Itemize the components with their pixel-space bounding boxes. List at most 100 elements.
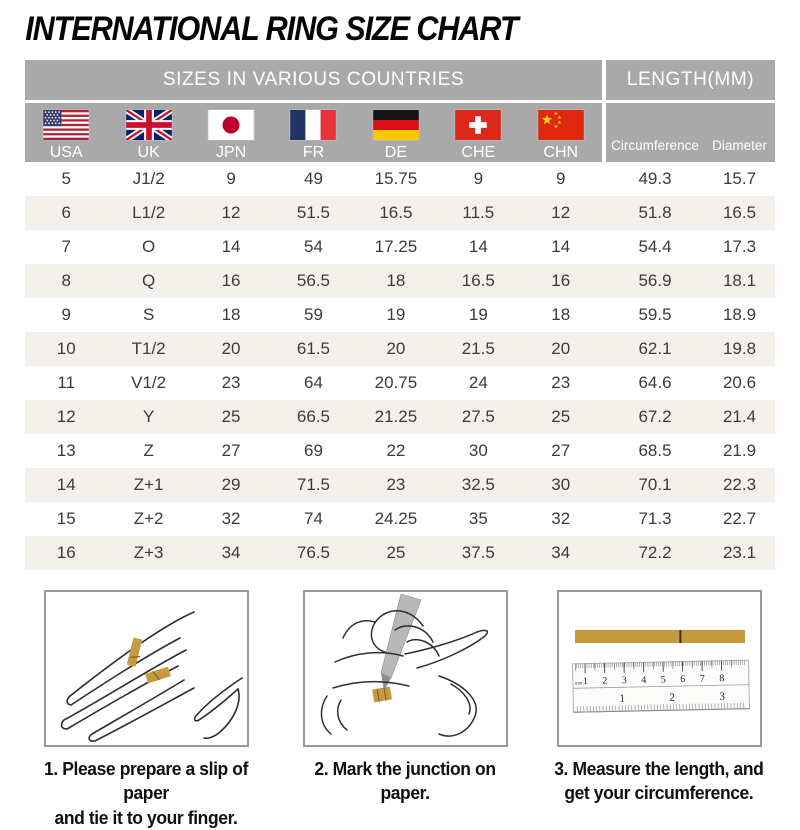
size-cell: 22 [386, 441, 406, 460]
header-divider [602, 103, 606, 162]
column-header-de: DE [355, 103, 437, 162]
size-cell: 29 [221, 475, 241, 494]
size-cell: 12 [56, 407, 76, 426]
table-row: 16 Z+3 34 76.5 25 37.5 34 72.2 23.1 [25, 536, 775, 570]
size-cell: 21.5 [461, 339, 495, 358]
instruction-step-3: mm 1 2 3 4 5 6 7 8 1 2 3 3. Measure the length, and… [543, 590, 775, 830]
size-cell: 66.5 [296, 407, 331, 426]
size-cell: 25 [551, 407, 571, 426]
size-cell: Z+2 [133, 509, 164, 528]
length-group-header: LENGTH(MM) [606, 60, 775, 100]
circumference-cell: 70.1 [638, 475, 672, 494]
countries-group-header: SIZES IN VARIOUS COUNTRIES [25, 60, 602, 100]
diameter-cell: 22.3 [722, 475, 757, 494]
diameter-cell: 15.7 [722, 169, 757, 188]
size-cell: O [142, 237, 156, 256]
size-cell: 25 [386, 543, 406, 562]
size-cell: 14 [551, 237, 571, 256]
svg-text:2: 2 [669, 692, 675, 704]
size-cell: L1/2 [132, 203, 166, 222]
size-cell: Q [142, 271, 156, 290]
size-cell: 20 [551, 339, 571, 358]
instruction-step-2: 2. Mark the junction on paper. [291, 590, 519, 830]
svg-text:8: 8 [719, 673, 724, 684]
hand-paper-slip-icon [43, 590, 249, 747]
size-cell: 30 [551, 475, 571, 494]
svg-text:1: 1 [582, 676, 587, 687]
size-cell: 18 [386, 271, 406, 290]
marking-junction-illustration [320, 593, 488, 737]
size-cell: 24.25 [374, 509, 418, 528]
circumference-cell: 56.9 [638, 271, 672, 290]
size-cell: 20.75 [374, 373, 418, 392]
svg-text:5: 5 [660, 674, 665, 685]
column-header-diameter: Diameter [712, 138, 767, 153]
size-cell: 7 [61, 237, 71, 256]
column-label: USA [49, 144, 83, 161]
size-cell: 18 [551, 305, 571, 324]
germany-flag-icon [373, 110, 419, 140]
instruction-caption-2: 2. Mark the junction on paper. [314, 759, 496, 804]
svg-text:7: 7 [699, 674, 704, 685]
circumference-cell: 64.6 [638, 373, 672, 392]
size-cell: 16 [551, 271, 571, 290]
size-cell: 71.5 [296, 475, 331, 494]
ruler-measure-icon: mm 1 2 3 4 5 6 7 8 1 2 3 [556, 590, 762, 747]
size-cell: 11 [57, 373, 76, 392]
size-cell: J1/2 [132, 169, 165, 188]
size-cell: 32 [221, 509, 241, 528]
size-cell: 35 [468, 509, 488, 528]
france-flag-icon [290, 110, 337, 140]
size-cell: 9 [61, 305, 71, 324]
size-cell: 56.5 [296, 271, 331, 290]
size-cell: 17.25 [374, 237, 418, 256]
diameter-cell: 20.6 [722, 373, 757, 392]
diameter-cell: 23.1 [722, 543, 757, 562]
size-cell: 27 [221, 441, 241, 460]
size-cell: Z+3 [133, 543, 164, 562]
size-cell: 59 [304, 305, 323, 324]
circumference-cell: 72.2 [638, 543, 672, 562]
size-cell: T1/2 [131, 339, 166, 358]
uk-flag-icon [125, 110, 172, 140]
mark-junction-icon [302, 590, 508, 747]
size-cell: 14 [468, 237, 488, 256]
usa-flag-icon [43, 110, 89, 140]
size-cell: 61.5 [296, 339, 331, 358]
japan-flag-icon [208, 110, 254, 140]
size-cell: V1/2 [131, 373, 167, 392]
column-header-jpn: JPN [190, 103, 272, 162]
table-row: 12 Y 25 66.5 21.25 27.5 25 67.2 21.4 [25, 400, 775, 434]
table-row: 15 Z+2 32 74 24.25 35 32 71.3 22.7 [25, 502, 775, 536]
size-cell: Y [142, 407, 155, 426]
svg-text:2: 2 [602, 676, 607, 687]
diameter-cell: 18.9 [722, 305, 757, 324]
column-header-row: USA UK JPN FR DE CHE CHN Circumference Diamete… [25, 103, 775, 162]
table-row: 9 S 18 59 19 19 18 59.5 18.9 [25, 298, 775, 332]
diameter-cell: 17.3 [722, 237, 757, 256]
diameter-cell: 16.5 [722, 203, 757, 222]
size-cell: 8 [61, 271, 71, 290]
size-cell: 32.5 [461, 475, 495, 494]
size-cell: 20 [221, 339, 241, 358]
column-header-uk: UK [107, 103, 189, 162]
column-label: FR [302, 144, 325, 161]
size-cell: 23 [221, 373, 241, 392]
svg-text:4: 4 [641, 675, 646, 686]
column-label: UK [137, 144, 160, 161]
circumference-cell: 71.3 [638, 509, 672, 528]
size-cell: Z+1 [133, 475, 164, 494]
ruler-illustration: mm 1 2 3 4 5 6 7 81 2 3 [571, 630, 750, 713]
size-cell: 18 [221, 305, 241, 324]
hand-with-paper-slip-illustration [60, 611, 243, 742]
column-header-chn: CHN [520, 103, 602, 162]
circumference-cell: 54.4 [638, 237, 672, 256]
size-cell: 16.5 [461, 271, 495, 290]
size-cell: 9 [556, 169, 566, 188]
size-cell: 37.5 [461, 543, 495, 562]
measuring-instructions: 1. Please prepare a slip of paper and ti… [25, 590, 775, 830]
size-cell: 6 [61, 203, 71, 222]
size-cell: 34 [551, 543, 571, 562]
svg-text:1: 1 [619, 693, 625, 705]
column-header-circumference: Circumference [611, 138, 699, 153]
